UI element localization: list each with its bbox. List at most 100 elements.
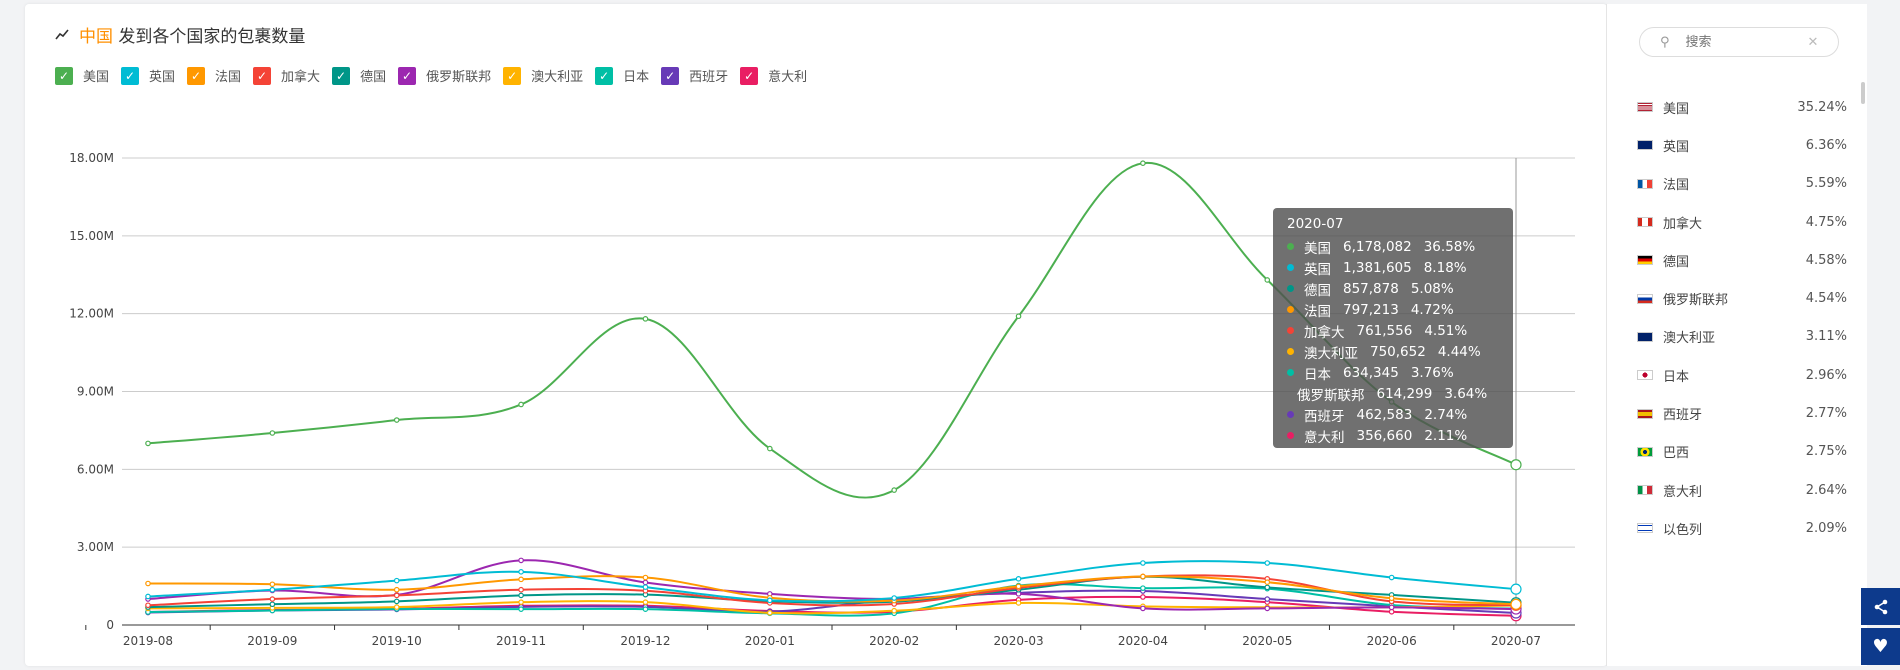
legend-item[interactable]: ✓ 美国: [55, 66, 109, 85]
legend-item[interactable]: ✓ 西班牙: [661, 66, 728, 85]
search-box[interactable]: ⚲ ✕: [1639, 27, 1839, 57]
close-icon[interactable]: ✕: [1807, 34, 1819, 50]
x-tick-label: 2020-07: [1491, 634, 1541, 648]
legend-item[interactable]: ✓ 澳大利亚: [503, 66, 583, 85]
country-item[interactable]: 巴西 2.75%: [1637, 433, 1847, 471]
data-point: [1140, 594, 1146, 600]
x-tick-label: 2020-05: [1242, 634, 1292, 648]
country-item[interactable]: 俄罗斯联邦 4.54%: [1637, 279, 1847, 317]
data-point: [145, 593, 151, 600]
data-point: [1388, 604, 1395, 611]
data-point: [518, 599, 524, 605]
y-tick-label: 0: [106, 618, 114, 632]
country-name: 以色列: [1663, 522, 1703, 538]
data-point: [1264, 277, 1271, 283]
y-tick-label: 6.00M: [77, 462, 114, 476]
tooltip-value: 6,178,082: [1343, 238, 1412, 255]
ru-flag-icon: [1637, 293, 1653, 304]
country-pct: 5.59%: [1805, 176, 1847, 192]
tooltip-value: 614,299: [1376, 385, 1433, 402]
trend-line-icon: [55, 25, 69, 45]
country-item[interactable]: 德国 4.58%: [1637, 241, 1847, 279]
checkbox-icon: ✓: [661, 66, 680, 85]
checkbox-icon: ✓: [332, 66, 351, 85]
tooltip-name: 西班牙: [1304, 408, 1345, 425]
country-item[interactable]: 加拿大 4.75%: [1637, 203, 1847, 241]
legend-item[interactable]: ✓ 意大利: [740, 66, 807, 85]
data-point: [891, 595, 897, 601]
data-point: [1388, 608, 1395, 615]
us-flag-icon: [1637, 102, 1653, 113]
country-item[interactable]: 英国 6.36%: [1637, 126, 1847, 164]
data-point: [393, 417, 400, 423]
legend-item[interactable]: ✓ 俄罗斯联邦: [398, 66, 491, 85]
country-name: 英国: [1663, 139, 1690, 155]
legend-item[interactable]: ✓ 英国: [121, 66, 175, 85]
country-pct: 3.11%: [1805, 329, 1847, 345]
country-item[interactable]: 法国 5.59%: [1637, 165, 1847, 203]
country-name: 美国: [1663, 101, 1690, 117]
tooltip-name: 日本: [1304, 366, 1331, 383]
data-point: [393, 592, 400, 599]
legend-item[interactable]: ✓ 加拿大: [253, 66, 320, 85]
tooltip-row: 英国 1,381,605 8.18%: [1287, 257, 1499, 278]
tooltip-name: 俄罗斯联邦: [1297, 387, 1365, 404]
fr-flag-icon: [1637, 178, 1653, 189]
series-line: [147, 575, 1517, 609]
scrollbar[interactable]: [1861, 82, 1865, 104]
share-button[interactable]: [1861, 588, 1900, 625]
data-point: [145, 440, 151, 447]
series-dot: [1287, 264, 1294, 271]
country-pct: 2.96%: [1805, 367, 1847, 383]
de-flag-icon: [1637, 255, 1653, 266]
checkbox-icon: ✓: [595, 66, 614, 85]
data-point: [642, 316, 649, 322]
country-item[interactable]: 以色列 2.09%: [1637, 509, 1847, 547]
tooltip-value: 761,556: [1356, 322, 1413, 339]
legend-item[interactable]: ✓ 法国: [187, 66, 241, 85]
country-item[interactable]: 西班牙 2.77%: [1637, 394, 1847, 432]
legend: ✓ 美国 ✓ 英国 ✓ 法国 ✓ 加拿大 ✓ 德国 ✓ 俄罗斯联邦 ✓ 澳大利亚 ✓ 日本 ✓ 西班牙 ✓ 意大利: [55, 66, 819, 85]
tooltip-pct: 8.18%: [1423, 259, 1467, 276]
data-point: [1015, 576, 1022, 582]
country-item[interactable]: 美国 35.24%: [1637, 88, 1847, 126]
data-point: [642, 606, 649, 612]
data-point: [393, 598, 400, 605]
tooltip-pct: 4.44%: [1437, 343, 1481, 360]
country-pct: 2.75%: [1805, 444, 1847, 460]
tooltip-row: 俄罗斯联邦 614,299 3.64%: [1287, 383, 1499, 404]
tooltip-row: 加拿大 761,556 4.51%: [1287, 320, 1499, 341]
legend-item[interactable]: ✓ 德国: [332, 66, 386, 85]
tooltip-name: 意大利: [1304, 429, 1345, 446]
data-point: [518, 576, 524, 583]
country-item[interactable]: 澳大利亚 3.11%: [1637, 318, 1847, 356]
gb-flag-icon: [1637, 140, 1653, 151]
data-point: [1264, 579, 1271, 585]
data-point: [1510, 598, 1522, 610]
legend-item[interactable]: ✓ 日本: [595, 66, 649, 85]
data-point: [1510, 459, 1522, 471]
data-point: [1264, 560, 1271, 566]
country-item[interactable]: 意大利 2.64%: [1637, 471, 1847, 509]
country-pct: 2.77%: [1805, 406, 1847, 422]
x-tick-label: 2020-01: [745, 634, 795, 648]
country-item[interactable]: 日本 2.96%: [1637, 356, 1847, 394]
data-point: [1140, 160, 1146, 166]
series-dot: [1287, 369, 1294, 376]
tooltip-value: 750,652: [1370, 343, 1426, 360]
x-tick-label: 2019-08: [123, 634, 173, 648]
data-point: [269, 601, 276, 608]
data-point: [1140, 605, 1146, 612]
checkbox-icon: ✓: [55, 66, 73, 85]
search-input[interactable]: [1683, 33, 1798, 51]
data-point: [891, 487, 897, 493]
like-button[interactable]: ♥: [1861, 628, 1900, 665]
tooltip-pct: 2.74%: [1424, 406, 1468, 423]
checkbox-icon: ✓: [253, 66, 272, 85]
il-flag-icon: [1637, 523, 1653, 534]
jp-flag-icon: [1637, 370, 1653, 381]
data-point: [642, 574, 649, 581]
y-tick-label: 18.00M: [69, 151, 114, 165]
data-point: [518, 569, 524, 575]
